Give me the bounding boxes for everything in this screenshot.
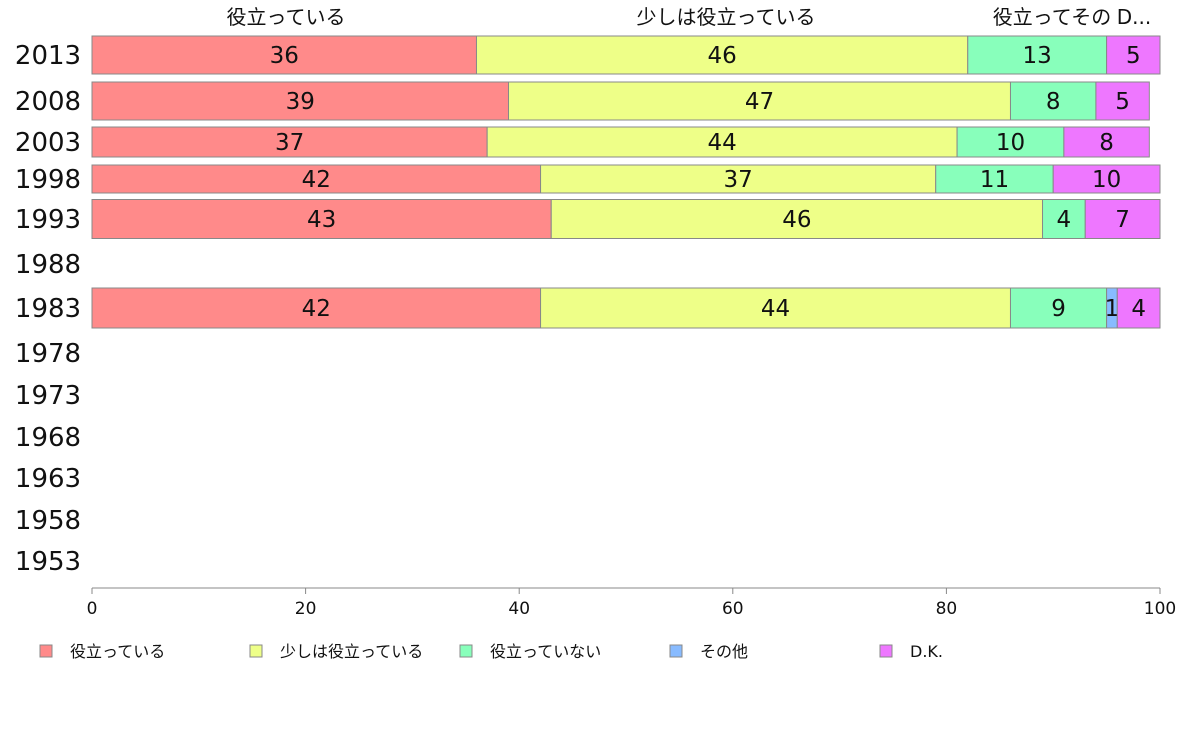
bar-2013-series-4 (1106, 35, 1161, 75)
bar-1993-series-0 (91, 199, 552, 239)
bar-label-1998-series-1: 37 (723, 167, 752, 193)
x-tick-label-60: 60 (722, 599, 744, 619)
bar-label-1983-series-3: 1 (1105, 296, 1120, 322)
x-tick-label-0: 0 (87, 599, 98, 619)
bar-label-1983-series-1: 44 (761, 296, 790, 322)
top-label-2: 役立ってその (993, 5, 1111, 29)
bar-1993-series-4 (1084, 199, 1161, 239)
y-label-1973: 1973 (15, 381, 81, 411)
bar-2008-series-2 (1009, 81, 1097, 121)
y-label-1988: 1988 (15, 250, 81, 280)
bar-2013-series-2 (967, 35, 1108, 75)
bar-1983-series-4 (1116, 287, 1161, 329)
y-axis-labels: 2013 2008 2003 1998 1993 1988 1983 1978 1973 1968… (15, 41, 81, 577)
y-label-1963: 1963 (15, 464, 81, 494)
x-axis: 0 20 40 60 80 100 (87, 587, 1176, 619)
legend-label-3: その他 (700, 642, 748, 661)
bar-label-2008-series-2: 8 (1046, 89, 1061, 115)
bar-label-2003-series-4: 8 (1099, 130, 1114, 156)
bar-label-1998-series-0: 42 (302, 167, 331, 193)
y-label-1953: 1953 (15, 547, 81, 577)
bar-1993-series-1 (550, 199, 1044, 239)
bar-2008-series-0 (91, 81, 510, 121)
y-label-2013: 2013 (15, 41, 81, 71)
legend-swatch-1 (249, 644, 263, 658)
bar-label-2003-series-1: 44 (707, 130, 736, 156)
x-tick-label-20: 20 (295, 599, 317, 619)
y-label-1983: 1983 (15, 294, 81, 324)
bar-2008-series-1 (508, 81, 1011, 121)
bar-label-1983-series-2: 9 (1051, 296, 1066, 322)
y-label-1958: 1958 (15, 506, 81, 536)
legend-swatch-2 (459, 644, 473, 658)
legend-label-0: 役立っている (70, 642, 165, 661)
y-label-1998: 1998 (15, 165, 81, 195)
bar-label-1993-series-4: 7 (1115, 207, 1130, 233)
bar-label-2008-series-4: 5 (1115, 89, 1130, 115)
bar-label-2013-series-2: 13 (1023, 43, 1052, 69)
bar-1993-series-2 (1042, 199, 1086, 239)
bar-2013-series-0 (91, 35, 477, 75)
bar-label-2003-series-2: 10 (996, 130, 1025, 156)
bar-label-2013-series-0: 36 (270, 43, 299, 69)
bar-1998-series-0 (91, 164, 542, 194)
bar-label-1993-series-2: 4 (1057, 207, 1072, 233)
bar-label-1983-series-0: 42 (302, 296, 331, 322)
bar-label-2003-series-0: 37 (275, 130, 304, 156)
y-label-1968: 1968 (15, 423, 81, 453)
bar-label-2008-series-0: 39 (286, 89, 315, 115)
top-label-1: 少しは役立っている (637, 5, 816, 29)
bar-1998-series-4 (1052, 164, 1161, 194)
top-label-3: D... (1117, 5, 1151, 29)
bar-label-2013-series-4: 5 (1126, 43, 1141, 69)
bar-2003-series-1 (486, 126, 958, 158)
bar-1983-series-2 (1009, 287, 1108, 329)
bar-1983-series-0 (91, 287, 542, 329)
bar-1998-series-1 (540, 164, 937, 194)
y-label-2003: 2003 (15, 128, 81, 158)
bar-label-1998-series-2: 11 (980, 167, 1009, 193)
x-tick-label-100: 100 (1144, 599, 1176, 619)
bar-2013-series-1 (475, 35, 969, 75)
bar-2003-series-0 (91, 126, 488, 158)
bar-label-1998-series-4: 10 (1092, 167, 1121, 193)
bar-label-1993-series-1: 46 (782, 207, 811, 233)
legend-label-4: D.K. (910, 642, 943, 661)
legend-swatch-3 (669, 644, 683, 658)
y-label-1978: 1978 (15, 339, 81, 369)
y-label-1993: 1993 (15, 205, 81, 235)
bar-label-2008-series-1: 47 (745, 89, 774, 115)
y-label-2008: 2008 (15, 87, 81, 117)
bar-label-1993-series-0: 43 (307, 207, 336, 233)
legend: 役立っている 少しは役立っている 役立っていない その他 D.K. (39, 642, 943, 661)
x-tick-label-80: 80 (936, 599, 958, 619)
top-category-labels: 役立っている 少しは役立っている 役立ってその D... (227, 5, 1152, 29)
bar-2008-series-4 (1095, 81, 1150, 121)
bar-label-1983-series-4: 4 (1131, 296, 1146, 322)
bar-label-2013-series-1: 46 (707, 43, 736, 69)
bar-2003-series-4 (1063, 126, 1150, 158)
legend-label-1: 少しは役立っている (280, 642, 423, 661)
legend-swatch-4 (879, 644, 893, 658)
bar-1983-series-1 (540, 287, 1011, 329)
x-tick-label-40: 40 (508, 599, 530, 619)
legend-label-2: 役立っていない (490, 642, 601, 661)
legend-swatch-0 (39, 644, 53, 658)
top-label-0: 役立っている (227, 5, 346, 29)
